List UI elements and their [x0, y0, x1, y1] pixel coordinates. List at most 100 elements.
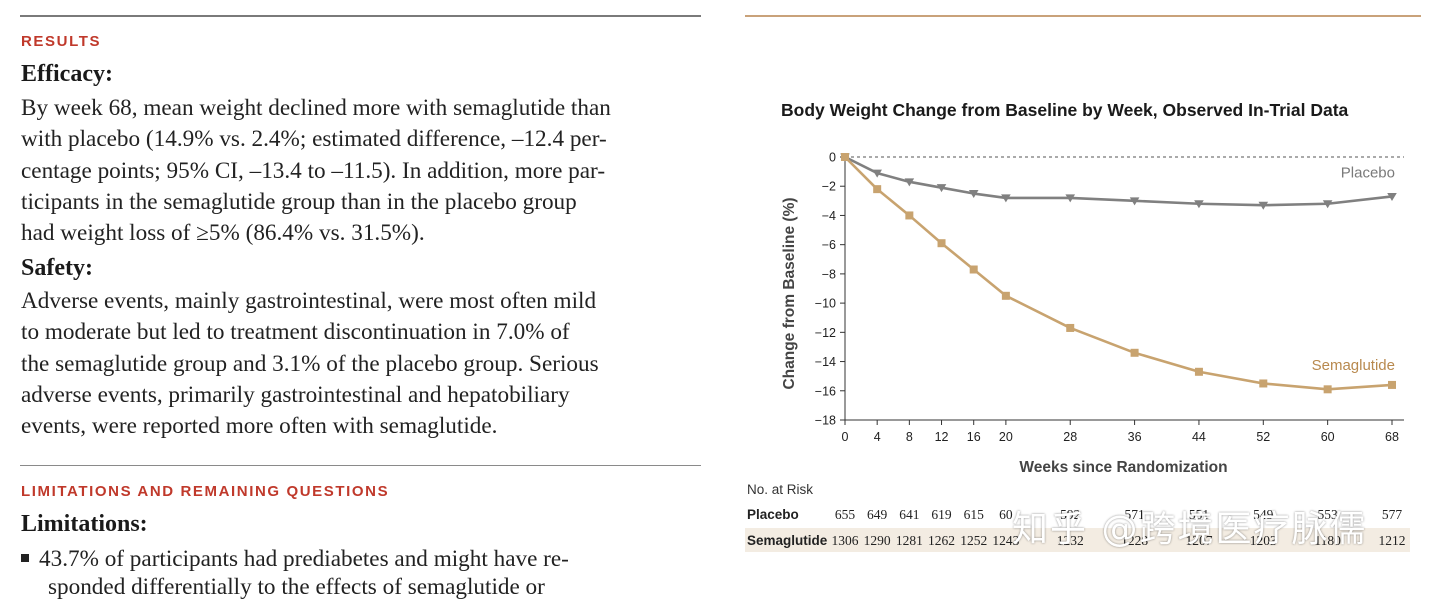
- series-label-semaglutide: Semaglutide: [1312, 357, 1395, 374]
- x-tick-label: 4: [874, 430, 881, 444]
- results-heading: RESULTS: [21, 33, 102, 50]
- efficacy-line: centage points; 95% CI, –13.4 to –11.5).…: [21, 157, 606, 184]
- risk-count: 619: [931, 507, 952, 522]
- data-point-placebo: [872, 169, 882, 178]
- risk-count: 615: [963, 507, 984, 522]
- y-tick-label: −10: [815, 297, 836, 311]
- risk-row-placebo: Placebo 655 649 641 619 615 60 592 571 551 549 553…: [745, 502, 1410, 526]
- x-tick-label: 16: [967, 430, 981, 444]
- risk-count: 1262: [928, 533, 956, 548]
- data-point-semaglutide: [937, 239, 946, 248]
- x-tick-label: 44: [1192, 430, 1206, 444]
- safety-line: the semaglutide group and 3.1% of the pl…: [21, 350, 599, 377]
- series-line-placebo: [844, 155, 1393, 207]
- y-tick-label: −6: [822, 238, 836, 252]
- data-point-semaglutide: [969, 265, 978, 274]
- data-point-semaglutide: [841, 153, 849, 161]
- x-tick-label: 52: [1256, 430, 1270, 444]
- x-tick-label: 12: [935, 430, 949, 444]
- y-tick-label: −16: [815, 384, 836, 398]
- data-point-semaglutide: [905, 211, 914, 220]
- x-tick-label: 36: [1128, 430, 1142, 444]
- safety-paragraph: Adverse events, mainly gastrointestinal,…: [21, 286, 711, 442]
- safety-line: to moderate but led to treatment discont…: [21, 319, 570, 346]
- risk-count: 551: [1188, 507, 1210, 522]
- section-divider: [20, 465, 701, 466]
- risk-count: 571: [1124, 507, 1145, 522]
- bullet-text: 43.7% of participants had prediabetes an…: [39, 546, 569, 572]
- efficacy-paragraph: By week 68, mean weight declined more wi…: [21, 93, 711, 249]
- safety-line: Adverse events, mainly gastrointestinal,…: [21, 288, 597, 314]
- risk-count: 1180: [1314, 533, 1341, 548]
- x-axis-label: Weeks since Randomization: [1019, 459, 1227, 476]
- data-point-semaglutide: [1066, 323, 1075, 332]
- x-tick-label: 8: [906, 430, 913, 444]
- risk-row-label: Placebo: [747, 507, 799, 522]
- risk-count: 549: [1253, 507, 1274, 522]
- risk-count: 553: [1317, 507, 1338, 522]
- top-rule-left: [20, 15, 701, 17]
- y-tick-label: −14: [815, 355, 836, 369]
- risk-count: 1228: [1121, 533, 1149, 548]
- risk-count: 1290: [863, 533, 891, 548]
- series-label-placebo: Placebo: [1341, 164, 1395, 181]
- risk-row-label: Semaglutide: [747, 533, 828, 548]
- data-point-placebo: [1001, 194, 1011, 203]
- x-tick-label: 60: [1321, 430, 1335, 444]
- efficacy-line: had weight loss of ≥5% (86.4% vs. 31.5%)…: [21, 220, 425, 247]
- risk-count: 649: [867, 507, 888, 522]
- data-point-semaglutide: [1194, 367, 1203, 376]
- x-tick-label: 20: [999, 430, 1013, 444]
- series-line-semaglutide: [844, 156, 1393, 391]
- risk-count: 1207: [1185, 533, 1213, 548]
- weight-change-chart: Body Weight Change from Baseline by Week…: [781, 100, 1404, 476]
- risk-table-title: No. at Risk: [747, 482, 814, 497]
- data-point-semaglutide: [1001, 291, 1010, 300]
- risk-count: 592: [1060, 507, 1081, 522]
- data-point-placebo: [1258, 201, 1269, 210]
- efficacy-line: ticipants in the semaglutide group than …: [21, 188, 577, 215]
- data-point-semaglutide: [1323, 385, 1332, 394]
- limitations-heading: LIMITATIONS AND REMAINING QUESTIONS: [21, 483, 390, 500]
- y-tick-label: −18: [815, 414, 836, 428]
- safety-line: events, were reported more often with se…: [21, 413, 498, 440]
- data-point-placebo: [904, 178, 915, 187]
- data-point-placebo: [968, 190, 979, 199]
- risk-count: 1281: [895, 533, 923, 548]
- risk-count: 1306: [831, 533, 859, 548]
- y-tick-label: −2: [822, 180, 836, 194]
- efficacy-label: Efficacy:: [21, 61, 113, 87]
- top-rule-right: [745, 15, 1421, 17]
- y-tick-label: −8: [822, 267, 836, 281]
- risk-count: 60: [999, 507, 1013, 522]
- risk-count: 577: [1381, 507, 1403, 522]
- safety-label: Safety:: [21, 255, 93, 281]
- y-tick-label: 0: [829, 151, 836, 165]
- risk-count: 1232: [1056, 533, 1084, 548]
- risk-row-semaglutide: Semaglutide 1306 1290 1281 1262 1252 1243 1232…: [745, 528, 1410, 552]
- y-tick-label: −4: [822, 209, 836, 223]
- data-point-placebo: [1194, 200, 1204, 209]
- x-tick-label: 0: [842, 430, 849, 444]
- x-tick-label: 28: [1063, 430, 1077, 444]
- data-point-placebo: [936, 184, 947, 193]
- risk-count: 641: [899, 507, 920, 522]
- data-point-placebo: [1065, 194, 1076, 203]
- risk-count: 1203: [1249, 533, 1277, 548]
- data-point-semaglutide: [1259, 379, 1268, 388]
- data-point-placebo: [1322, 200, 1333, 209]
- data-point-semaglutide: [873, 185, 882, 194]
- risk-count: 655: [834, 507, 856, 522]
- chart-title: Body Weight Change from Baseline by Week…: [781, 100, 1349, 120]
- data-point-semaglutide: [1388, 380, 1396, 389]
- bullet-square-icon: [21, 553, 29, 562]
- watermark: 知乎 @跨境医疗脉儒: [1012, 509, 1368, 550]
- x-tick-label: 68: [1385, 430, 1399, 444]
- y-tick-label: −12: [815, 326, 836, 340]
- limitations-bullet: 43.7% of participants had prediabetes an…: [21, 544, 569, 575]
- risk-count: 1252: [960, 533, 988, 548]
- efficacy-line: with placebo (14.9% vs. 2.4%; estimated …: [21, 126, 607, 153]
- y-axis-label: Change from Baseline (%): [781, 197, 798, 389]
- risk-count: 1243: [992, 533, 1020, 548]
- data-point-semaglutide: [1130, 348, 1139, 357]
